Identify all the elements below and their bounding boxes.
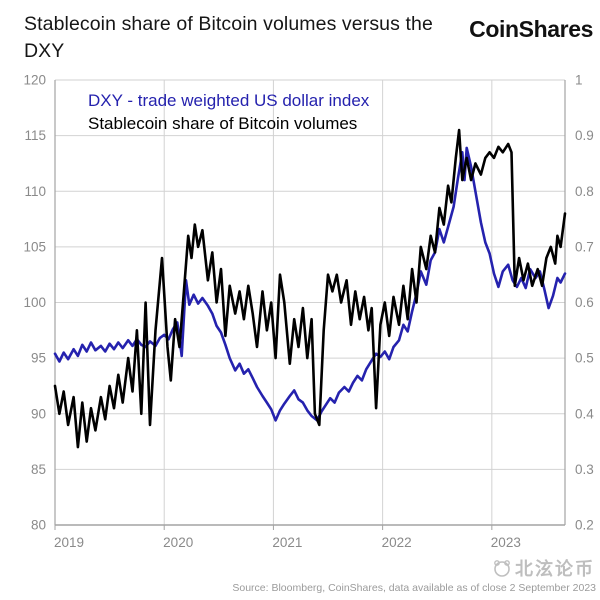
y-axis-right-tick-label: 0.3 — [575, 462, 594, 477]
y-axis-right-tick-label: 0.8 — [575, 184, 594, 199]
y-axis-left-tick-label: 80 — [31, 518, 46, 533]
y-axis-left-tick-label: 95 — [31, 351, 46, 366]
y-axis-left-tick-label: 100 — [23, 295, 46, 310]
y-axis-right-tick-label: 0.4 — [575, 406, 594, 421]
x-axis-tick-label: 2022 — [382, 535, 412, 550]
x-axis-tick-label: 2019 — [54, 535, 84, 550]
x-axis-tick-label: 2023 — [491, 535, 521, 550]
y-axis-right-tick-label: 0.6 — [575, 295, 594, 310]
y-axis-left-tick-label: 115 — [24, 128, 46, 143]
y-axis-left-tick-label: 90 — [31, 406, 46, 421]
legend-entry-stablecoin: Stablecoin share of Bitcoin volumes — [88, 114, 358, 133]
series-line-dxy — [53, 146, 567, 422]
y-axis-right-tick-label: 0.9 — [575, 128, 594, 143]
x-axis-tick-label: 2021 — [272, 535, 302, 550]
chart-legend: DXY - trade weighted US dollar index Sta… — [88, 89, 369, 135]
coinshares-logo: CoinShares — [469, 16, 593, 42]
page-title: Stablecoin share of Bitcoin volumes vers… — [24, 13, 433, 62]
y-axis-left-tick-label: 110 — [24, 184, 46, 199]
y-axis-right-tick-label: 0.7 — [575, 239, 594, 254]
source-note: Source: Bloomberg, CoinShares, data avai… — [232, 582, 596, 594]
legend-entry-dxy: DXY - trade weighted US dollar index — [88, 91, 370, 110]
y-axis-left-tick-label: 85 — [31, 462, 46, 477]
series-line-stablecoin-share — [53, 128, 567, 449]
y-axis-right-tick-label: 1 — [575, 73, 583, 88]
y-axis-right-tick-label: 0.2 — [575, 518, 594, 533]
x-axis-tick-label: 2020 — [163, 535, 193, 550]
y-axis-left-tick-label: 120 — [23, 73, 46, 88]
y-axis-left-tick-label: 105 — [23, 239, 46, 254]
y-axis-right-tick-label: 0.5 — [575, 351, 594, 366]
